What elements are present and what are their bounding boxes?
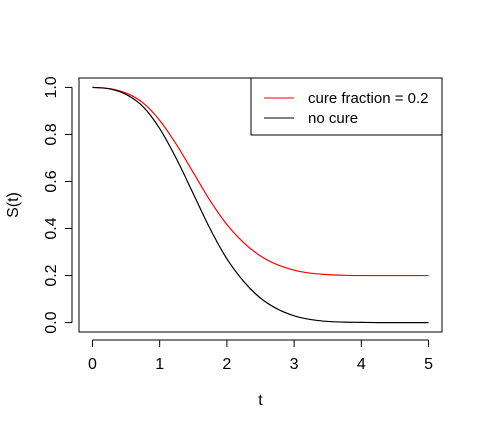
y-tick-label: 0.2 <box>43 264 60 286</box>
x-tick-label: 5 <box>424 356 433 373</box>
y-tick-label: 0.4 <box>43 217 60 239</box>
x-tick-label: 4 <box>357 356 366 373</box>
legend-label-no-cure: no cure <box>308 110 358 127</box>
legend-label-cure-fraction: cure fraction = 0.2 <box>308 90 428 107</box>
y-tick-label: 0.6 <box>43 170 60 192</box>
legend: cure fraction = 0.2 no cure <box>250 77 443 136</box>
y-tick-label: 0.8 <box>43 123 60 145</box>
x-tick-label: 1 <box>155 356 164 373</box>
y-axis: 0.0 0.2 0.4 0.6 0.8 1.0 <box>43 76 73 334</box>
legend-box <box>250 77 443 136</box>
x-axis-label: t <box>258 392 263 409</box>
x-tick-label: 2 <box>222 356 231 373</box>
x-tick-label: 0 <box>88 356 97 373</box>
series-line-cure-fraction <box>92 86 429 277</box>
y-tick-label: 1.0 <box>43 76 60 98</box>
y-axis-label: S(t) <box>5 192 22 218</box>
x-tick-label: 3 <box>290 356 299 373</box>
y-tick-label: 0.0 <box>43 311 60 333</box>
series-layer <box>92 86 429 324</box>
series-line-no-cure <box>92 86 429 324</box>
x-axis: 0 1 2 3 4 5 <box>88 339 433 373</box>
